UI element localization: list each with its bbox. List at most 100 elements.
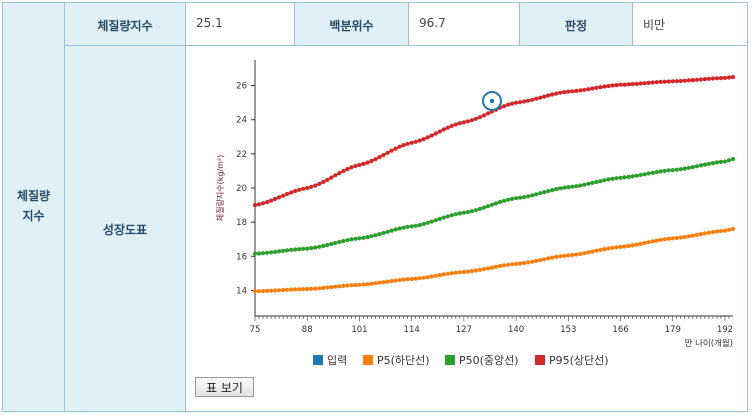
p5-point: [373, 281, 378, 286]
p50-point: [425, 220, 430, 225]
p5-point: [562, 253, 567, 258]
x-tick-label: 166: [612, 325, 628, 335]
p95-point: [260, 201, 266, 206]
p5-point: [546, 256, 551, 261]
p95-point: [341, 168, 346, 174]
p50-point: [586, 181, 591, 186]
p95-point: [606, 83, 611, 89]
judgement-label-cell: [520, 3, 632, 45]
p95-point: [686, 78, 691, 83]
p95-point: [670, 79, 675, 84]
p50-point: [674, 167, 679, 172]
percentile-label-cell: [295, 3, 408, 45]
p95-point: [421, 137, 426, 142]
p95-point: [714, 76, 720, 81]
p95-point: [357, 162, 362, 168]
y-tick-label: 22: [236, 150, 247, 160]
p5-point: [293, 287, 298, 292]
p5-point: [357, 282, 362, 287]
p5-point: [506, 262, 511, 267]
p50-point: [638, 172, 643, 178]
p5-point: [594, 248, 599, 253]
p5-point: [534, 258, 539, 263]
p50-point: [690, 165, 695, 170]
p5-point: [341, 283, 346, 288]
p5-point: [514, 261, 519, 266]
p50-point: [670, 168, 675, 173]
p95-point: [506, 102, 511, 107]
chart-section-label: 성장도표: [102, 223, 148, 237]
p95-point: [554, 91, 559, 96]
p5-point: [650, 239, 655, 244]
p5-point: [381, 280, 386, 285]
p95-point: [706, 76, 712, 81]
p5-point: [582, 251, 587, 256]
p5-point: [461, 269, 466, 275]
chart-label-cell: [65, 46, 185, 411]
p5-point: [397, 277, 402, 283]
p95-point: [566, 89, 571, 94]
p5-point: [449, 271, 454, 276]
x-tick-label: 88: [302, 325, 313, 335]
p50-point: [449, 213, 454, 218]
p5-point: [297, 287, 302, 292]
view-table-button[interactable]: 표 보기: [195, 377, 254, 397]
p95-point: [317, 181, 322, 186]
p50-point: [345, 238, 350, 243]
p50-point: [622, 175, 627, 180]
p5-point: [477, 267, 482, 272]
p5-point: [277, 288, 282, 293]
p95-point: [586, 87, 591, 92]
p95-point: [642, 81, 647, 86]
p95-point: [610, 83, 615, 88]
p95-point: [425, 135, 430, 140]
legend-label-p5: P5(하단선): [377, 354, 430, 367]
p50-point: [686, 165, 691, 170]
p95-point: [273, 196, 278, 202]
p95-point: [409, 140, 414, 145]
p50-point: [252, 251, 258, 256]
section-label-line1: 체질량: [16, 189, 51, 203]
p50-point: [666, 168, 671, 173]
p95-point: [429, 133, 434, 138]
p95-point: [256, 202, 262, 207]
p5-point: [570, 252, 575, 258]
p95-point: [469, 118, 474, 123]
p95-point: [570, 89, 575, 94]
p50-point: [389, 228, 394, 233]
p95-point: [301, 186, 306, 191]
section-label-line2: 지수: [22, 209, 45, 223]
p50-point: [626, 174, 631, 179]
p95-point: [321, 179, 326, 185]
p95-point: [477, 115, 482, 120]
p95-point: [634, 81, 639, 86]
legend-item-p5: P5(하단선): [363, 352, 430, 368]
p5-point: [642, 240, 647, 246]
p50-point: [325, 242, 330, 248]
p50-point: [642, 172, 647, 177]
judgement-value: 비만: [643, 18, 666, 32]
p50-point: [489, 202, 495, 207]
p5-point: [590, 249, 595, 254]
legend-label-p95: P95(상단선): [549, 354, 609, 367]
p5-point: [501, 263, 507, 268]
p5-point: [522, 260, 527, 266]
p5-point: [722, 228, 728, 233]
p5-point: [674, 235, 679, 241]
p50-point: [582, 182, 587, 187]
p50-point: [718, 159, 724, 164]
p95-point: [526, 98, 531, 103]
p5-point: [469, 269, 474, 274]
p50-point: [417, 222, 422, 228]
p95-point: [441, 127, 446, 132]
p5-point: [260, 288, 266, 294]
x-tick-label: 101: [351, 325, 367, 335]
p5-point: [425, 275, 430, 280]
p5-point: [481, 267, 487, 272]
p5-point: [309, 286, 314, 291]
p50-point: [550, 188, 555, 193]
p5-point: [598, 247, 603, 252]
p5-point: [413, 276, 418, 281]
y-tick-label: 18: [236, 218, 247, 228]
p95-point: [329, 175, 334, 180]
